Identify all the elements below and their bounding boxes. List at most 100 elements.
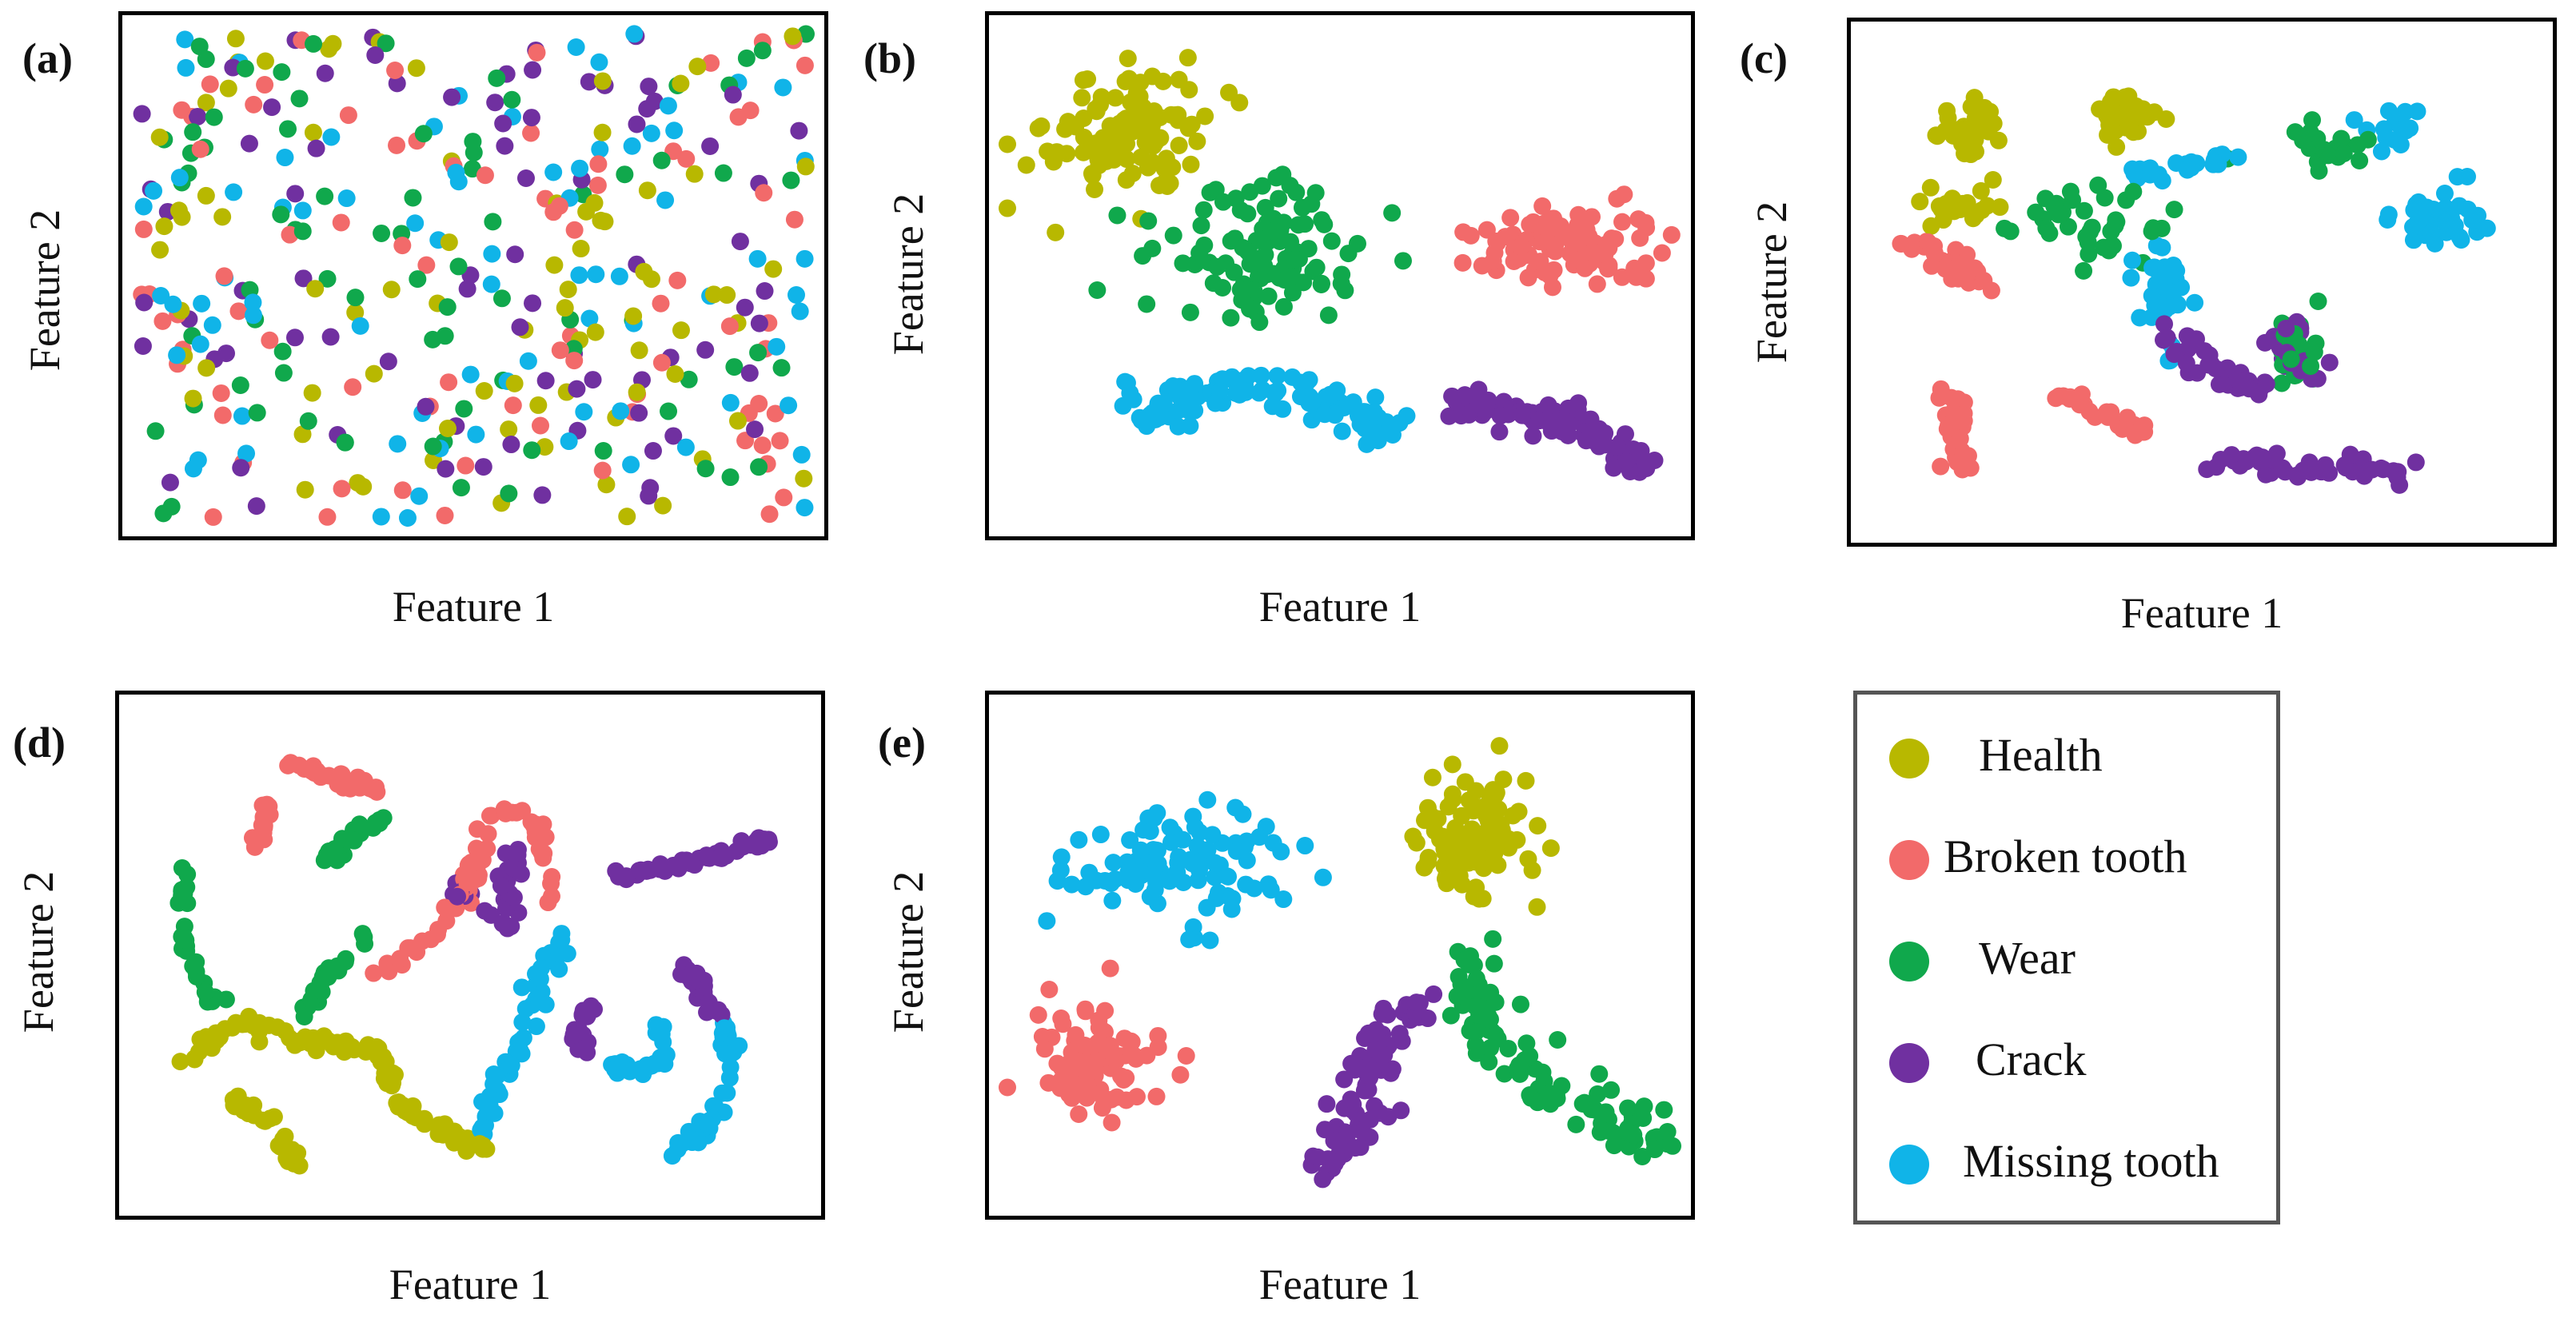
point-missing-tooth [1076, 878, 1095, 896]
point-wear [1164, 226, 1182, 245]
point-crack [2165, 345, 2183, 364]
point-missing-tooth [544, 163, 563, 181]
point-missing-tooth [2386, 130, 2404, 149]
point-health [618, 508, 636, 526]
point-missing-tooth [665, 121, 684, 140]
point-broken-tooth [551, 341, 569, 360]
point-wear [2351, 151, 2369, 169]
point-health [1980, 110, 1999, 128]
point-health [303, 384, 321, 402]
point-wear [1333, 265, 1351, 284]
point-wear [2037, 219, 2056, 237]
point-wear [293, 222, 312, 241]
point-health [261, 1109, 279, 1128]
point-broken-tooth [771, 432, 789, 450]
point-health [477, 1140, 496, 1158]
point-missing-tooth [631, 1060, 649, 1078]
point-health [189, 1042, 208, 1061]
point-broken-tooth [417, 256, 436, 274]
point-broken-tooth [1454, 223, 1473, 241]
point-broken-tooth [1521, 215, 1539, 233]
point-broken-tooth [588, 176, 607, 194]
point-crack [1318, 1095, 1336, 1113]
legend-label: Missing tooth [1963, 1135, 2219, 1187]
point-missing-tooth [372, 508, 390, 526]
point-wear [1553, 1077, 1571, 1095]
point-wear [1655, 1101, 1673, 1119]
point-health [1980, 122, 1998, 141]
point-missing-tooth [168, 346, 186, 364]
point-broken-tooth [1955, 412, 1973, 430]
point-missing-tooth [1333, 422, 1351, 440]
point-missing-tooth [642, 124, 660, 142]
point-broken-tooth [652, 294, 670, 313]
point-wear [2165, 201, 2183, 219]
point-wear [2332, 129, 2351, 148]
point-health [475, 382, 493, 400]
point-health [1188, 132, 1206, 150]
point-health [1196, 107, 1214, 125]
point-crack [2300, 453, 2319, 472]
point-crack [448, 887, 466, 906]
point-broken-tooth [1951, 429, 1969, 448]
point-wear [337, 950, 355, 968]
point-wear [2050, 204, 2068, 222]
point-missing-tooth [730, 1037, 748, 1055]
point-health [213, 208, 232, 226]
point-broken-tooth [1035, 1040, 1054, 1058]
point-missing-tooth [787, 286, 805, 305]
point-wear [2089, 176, 2107, 194]
point-broken-tooth [1662, 225, 1681, 244]
point-health [1972, 181, 1990, 200]
point-wear [1233, 291, 1251, 309]
point-crack [1469, 396, 1488, 414]
point-broken-tooth [1094, 1035, 1112, 1053]
point-missing-tooth [509, 1033, 528, 1052]
point-wear [1619, 1099, 1637, 1117]
point-health [1467, 878, 1485, 897]
point-crack [760, 830, 778, 849]
point-crack [2277, 320, 2295, 338]
panel-label-d: (d) [13, 719, 66, 767]
point-health [1423, 768, 1442, 786]
point-wear [1250, 313, 1269, 332]
point-wear [753, 42, 772, 60]
point-crack [506, 245, 524, 264]
point-health [276, 1127, 294, 1145]
point-health [197, 359, 216, 377]
point-wear [1540, 1084, 1558, 1102]
point-crack [1530, 412, 1549, 430]
point-wear [2075, 201, 2093, 220]
point-crack [1583, 431, 1601, 449]
point-missing-tooth [2123, 251, 2142, 269]
point-crack [379, 352, 397, 371]
point-crack [638, 100, 656, 118]
point-missing-tooth [2122, 269, 2140, 287]
point-crack [1524, 427, 1542, 445]
point-wear [1204, 274, 1222, 293]
point-missing-tooth [1106, 870, 1124, 888]
point-crack [2257, 375, 2275, 393]
point-wear [1194, 201, 1213, 219]
legend-label: Health [1979, 729, 2103, 781]
point-broken-tooth [1938, 260, 1956, 278]
point-wear [1465, 956, 1483, 974]
point-health [529, 396, 548, 414]
point-crack [1456, 386, 1474, 404]
point-health [171, 1053, 189, 1071]
point-missing-tooth [587, 265, 605, 284]
point-health [1047, 143, 1066, 161]
point-wear [305, 982, 323, 1000]
point-crack [417, 397, 435, 416]
point-health [1951, 200, 1969, 218]
point-crack [2391, 476, 2409, 494]
point-health [718, 286, 736, 305]
point-wear [1241, 255, 1259, 273]
point-missing-tooth [2379, 102, 2398, 120]
point-wear [1348, 234, 1366, 253]
point-wear [1259, 287, 1278, 305]
point-health [586, 323, 604, 341]
point-crack [2316, 456, 2335, 474]
point-health [250, 1033, 269, 1051]
point-health [151, 241, 169, 259]
